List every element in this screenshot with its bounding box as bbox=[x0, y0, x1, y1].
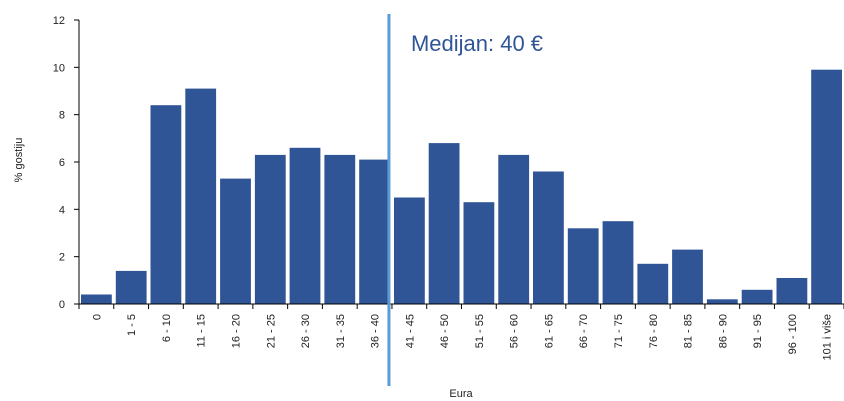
bar-46-50 bbox=[428, 143, 460, 304]
x-tick-label: 61 - 65 bbox=[543, 314, 555, 348]
x-tick-label: 96 - 100 bbox=[787, 314, 799, 354]
bar-6-10 bbox=[150, 105, 182, 304]
x-tick-label: 31 - 35 bbox=[335, 314, 347, 348]
x-tick-label: 101 i više bbox=[822, 314, 834, 360]
x-tick-label: 66 - 70 bbox=[578, 314, 590, 348]
y-tick-label: 4 bbox=[59, 204, 65, 216]
x-tick-label: 46 - 50 bbox=[439, 314, 451, 348]
bar-36-40 bbox=[359, 159, 390, 304]
bar-81-85 bbox=[672, 249, 703, 304]
bar-56-60 bbox=[498, 154, 530, 304]
bar-71-75 bbox=[602, 221, 634, 304]
x-tick-label: 21 - 25 bbox=[265, 314, 277, 348]
x-tick-label: 11 - 15 bbox=[196, 314, 208, 347]
bar-76-80 bbox=[637, 263, 669, 304]
x-tick-label: 51 - 55 bbox=[474, 314, 486, 348]
x-tick-label: 41 - 45 bbox=[404, 314, 416, 348]
x-tick-label: 86 - 90 bbox=[717, 314, 729, 348]
y-tick-label: 12 bbox=[53, 15, 65, 27]
bar-11-15 bbox=[185, 88, 217, 304]
x-tick-label: 36 - 40 bbox=[370, 314, 382, 348]
x-tick-label: 26 - 30 bbox=[300, 314, 312, 348]
bar-0 bbox=[81, 294, 112, 304]
y-ticks-group: 0 2 4 6 8 10 12 bbox=[53, 15, 79, 311]
x-tick-label: 1 - 5 bbox=[126, 314, 138, 336]
bar-1-5 bbox=[115, 270, 147, 304]
bar-41-45 bbox=[394, 197, 425, 304]
bar-101iviše bbox=[811, 69, 842, 304]
x-tick-label: 91 - 95 bbox=[752, 314, 764, 348]
x-tick-label: 6 - 10 bbox=[161, 314, 173, 342]
x-tick-label: 76 - 80 bbox=[648, 314, 660, 348]
bar-21-25 bbox=[254, 154, 286, 304]
y-tick-label: 10 bbox=[53, 62, 65, 74]
y-axis-title: % gostiju bbox=[13, 138, 25, 183]
x-tick-label: 0 bbox=[91, 314, 103, 320]
bar-91-95 bbox=[741, 289, 773, 304]
bar-31-35 bbox=[324, 154, 356, 304]
bar-96-100 bbox=[776, 278, 808, 304]
bar-26-30 bbox=[289, 147, 321, 304]
x-tick-label: 71 - 75 bbox=[613, 314, 625, 348]
bar-61-65 bbox=[533, 171, 564, 304]
bar-16-20 bbox=[220, 178, 251, 304]
bar-86-90 bbox=[706, 299, 738, 304]
bar-51-55 bbox=[463, 202, 495, 304]
median-annotation: Medijan: 40 € bbox=[411, 31, 543, 56]
y-tick-label: 6 bbox=[59, 157, 65, 169]
x-tick-label: 56 - 60 bbox=[509, 314, 521, 348]
y-tick-label: 0 bbox=[59, 299, 65, 311]
x-axis-title: Eura bbox=[449, 388, 473, 400]
y-tick-label: 2 bbox=[59, 252, 65, 264]
y-tick-label: 8 bbox=[59, 110, 65, 122]
x-tick-label: 16 - 20 bbox=[230, 314, 242, 348]
x-tick-label: 81 - 85 bbox=[683, 314, 695, 348]
x-ticks-group: 0 1 - 5 6 - 10 11 - 15 16 - 20 21 - 25 26 - 30… bbox=[78, 304, 844, 360]
bars-group bbox=[81, 69, 842, 304]
bar-66-70 bbox=[567, 228, 599, 304]
